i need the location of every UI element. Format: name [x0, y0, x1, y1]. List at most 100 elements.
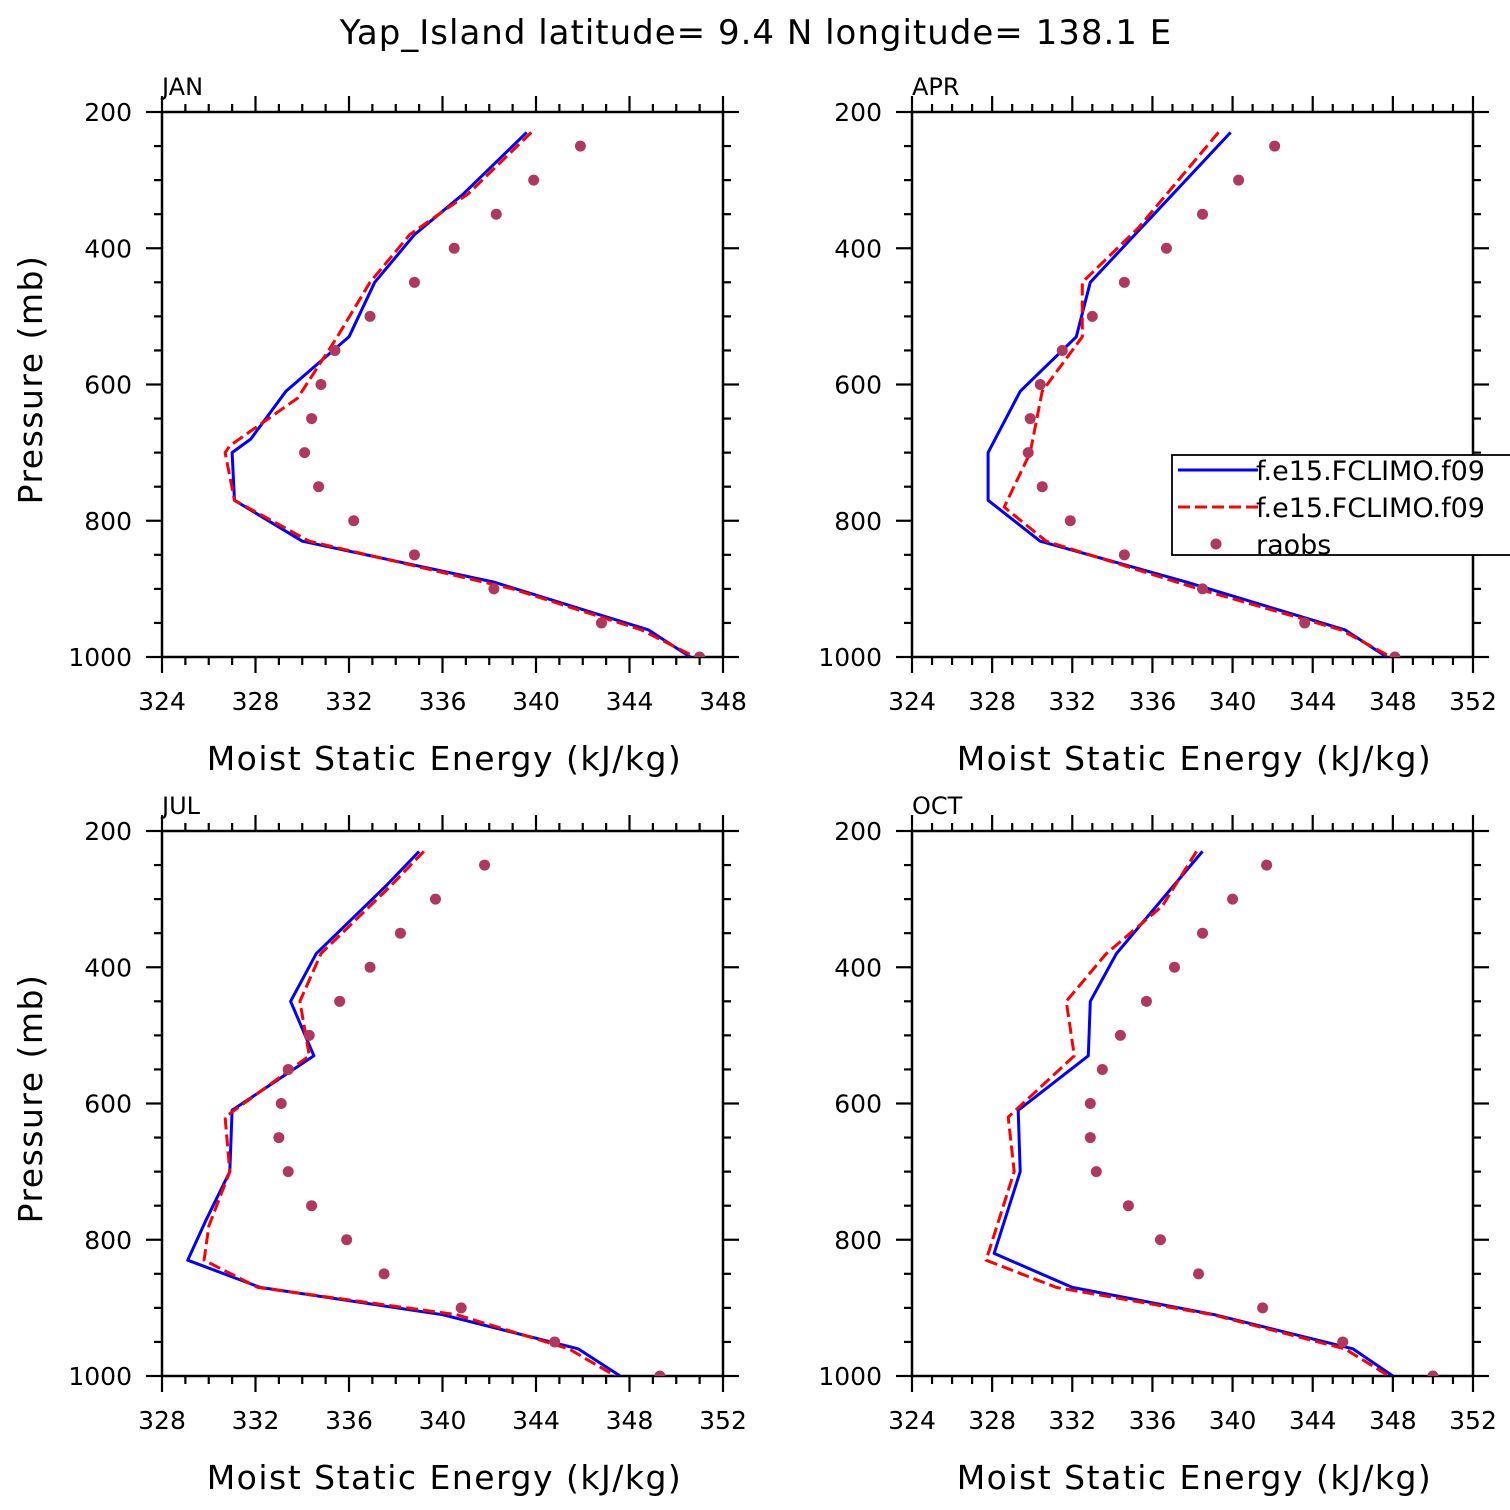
- raobs-point: [455, 1302, 467, 1314]
- panel-apr: APR 324 328 332 336 340 344 348 352 200 400 600 800 1…: [818, 73, 1496, 778]
- x-tick-label: 332: [1048, 1406, 1096, 1435]
- raobs-point: [408, 276, 420, 288]
- y-tick-label: 800: [84, 1226, 132, 1255]
- x-tick-label: 332: [325, 687, 373, 716]
- y-tick-label: 1000: [818, 643, 882, 672]
- y-tick-label: 200: [834, 98, 882, 127]
- raobs-point: [408, 549, 420, 561]
- panel-label: APR: [912, 73, 960, 101]
- raobs-point: [1299, 617, 1311, 629]
- y-tick-label: 800: [834, 507, 882, 536]
- x-tick-label: 340: [419, 1406, 467, 1435]
- y-tick-label: 200: [834, 817, 882, 846]
- y-tick-label: 200: [84, 817, 132, 846]
- x-tick-label: 348: [699, 687, 747, 716]
- raobs-point: [1140, 995, 1152, 1007]
- model-line-dashed: [1002, 131, 1392, 657]
- raobs-point: [364, 961, 376, 973]
- x-tick-label: 332: [232, 1406, 280, 1435]
- raobs-point: [1118, 549, 1130, 561]
- raobs-point: [1114, 1029, 1126, 1041]
- raobs-point: [479, 859, 491, 871]
- raobs-point: [1197, 927, 1209, 939]
- raobs-point: [364, 310, 376, 322]
- x-tick-label: 328: [968, 1406, 1016, 1435]
- raobs-point: [1389, 651, 1401, 657]
- model-line-dashed: [202, 850, 617, 1376]
- raobs-point: [1096, 1063, 1108, 1075]
- x-tick-label: 324: [138, 687, 186, 716]
- x-tick-label: 344: [1289, 687, 1337, 716]
- x-tick-label: 328: [138, 1406, 186, 1435]
- raobs-point: [1022, 447, 1034, 459]
- y-tick-label: 1000: [818, 1362, 882, 1391]
- raobs-point: [549, 1336, 561, 1348]
- x-tick-label: 348: [606, 1406, 654, 1435]
- y-tick-label: 800: [84, 507, 132, 536]
- model-line-solid: [992, 850, 1394, 1376]
- raobs-point: [348, 515, 360, 527]
- x-tick-label: 348: [1369, 1406, 1417, 1435]
- raobs-point: [282, 1063, 294, 1075]
- y-tick-label: 400: [84, 953, 132, 982]
- raobs-point: [1197, 208, 1209, 220]
- raobs-point: [1427, 1370, 1439, 1376]
- raobs-point: [488, 583, 500, 595]
- legend: f.e15.FCLIMO.f09 f.e15.FCLIMO.f09 raobs: [1171, 454, 1510, 561]
- raobs-point: [528, 174, 540, 186]
- raobs-point: [1064, 515, 1076, 527]
- raobs-point: [1257, 1302, 1269, 1314]
- y-tick-label: 400: [834, 234, 882, 263]
- raobs-point: [1269, 140, 1281, 152]
- panel-label: JUL: [160, 792, 201, 820]
- x-tick-label: 324: [888, 1406, 936, 1435]
- x-tick-label: 352: [1449, 687, 1497, 716]
- raobs-point: [654, 1370, 666, 1376]
- x-axis-label: Moist Static Energy (kJ/kg): [957, 1458, 1433, 1497]
- raobs-point: [1168, 961, 1180, 973]
- x-tick-label: 344: [512, 1406, 560, 1435]
- legend-label: f.e15.FCLIMO.f09: [1256, 493, 1485, 524]
- data-layer: [986, 131, 1401, 657]
- raobs-point: [1034, 379, 1046, 390]
- x-tick-label: 352: [699, 1406, 747, 1435]
- panel-label: OCT: [912, 792, 963, 820]
- panels: JAN 324 328 332 336 340 344 348 200 400 600 800 1000…: [11, 73, 1497, 1497]
- raobs-point: [1154, 1234, 1166, 1246]
- raobs-point: [448, 242, 460, 254]
- raobs-point: [1160, 242, 1172, 254]
- raobs-point: [1227, 893, 1239, 905]
- plot-frame: [910, 110, 1475, 659]
- plot-frame: [160, 110, 725, 659]
- panel-jul: JUL 328 332 336 340 344 348 352 200 400 600 800 1000…: [11, 792, 747, 1497]
- x-tick-label: 348: [1369, 687, 1417, 716]
- y-axis-label: Pressure (mb): [11, 255, 50, 505]
- legend-label: raobs: [1256, 530, 1331, 561]
- raobs-point: [1197, 583, 1209, 595]
- plot-frame: [910, 829, 1475, 1378]
- y-tick-label: 1000: [68, 1362, 132, 1391]
- raobs-point: [574, 140, 586, 152]
- y-tick-label: 1000: [68, 643, 132, 672]
- raobs-point: [1122, 1200, 1134, 1212]
- panel-label: JAN: [160, 73, 203, 101]
- raobs-point: [595, 617, 607, 629]
- raobs-point: [1084, 1098, 1096, 1109]
- raobs-point: [394, 927, 406, 939]
- raobs-point: [1193, 1268, 1205, 1280]
- raobs-point: [378, 1268, 390, 1280]
- x-tick-label: 324: [888, 687, 936, 716]
- x-tick-label: 336: [1129, 687, 1177, 716]
- raobs-point: [1118, 276, 1130, 288]
- raobs-point: [1086, 310, 1098, 322]
- x-tick-label: 344: [606, 687, 654, 716]
- raobs-point: [313, 481, 325, 493]
- raobs-point: [1090, 1166, 1102, 1178]
- raobs-point: [429, 893, 441, 905]
- x-tick-label: 328: [968, 687, 1016, 716]
- raobs-point: [1024, 413, 1036, 425]
- panel-oct: OCT 324 328 332 336 340 344 348 352 200 400 600 800 1…: [818, 792, 1496, 1497]
- raobs-point: [341, 1234, 353, 1246]
- model-line-solid: [230, 131, 692, 657]
- x-tick-label: 340: [1209, 687, 1257, 716]
